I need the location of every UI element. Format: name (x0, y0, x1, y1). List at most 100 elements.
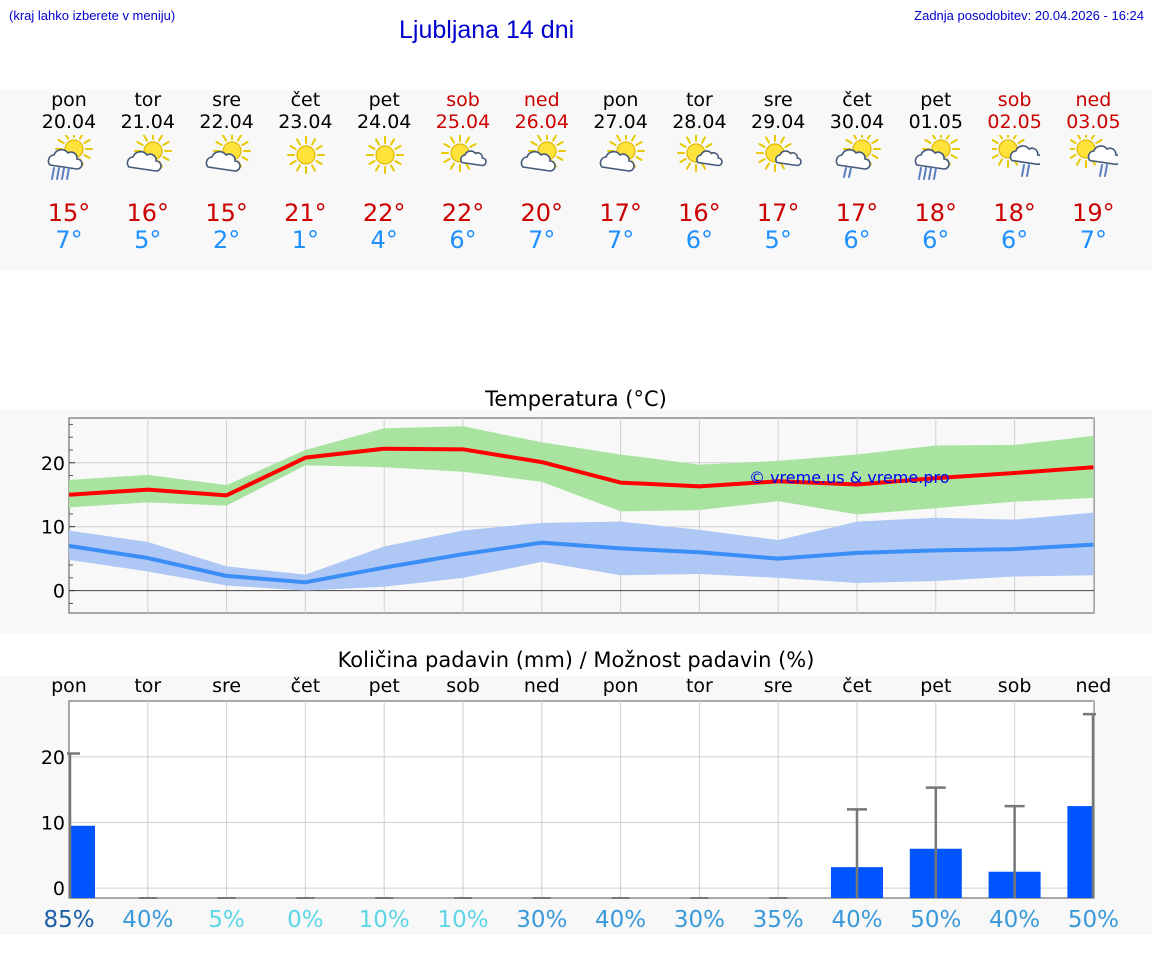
day-name: pon (51, 89, 87, 111)
min-temperature: 4° (370, 226, 398, 254)
precip-bar (1067, 806, 1094, 898)
sun-icon (287, 136, 326, 174)
precip-probability: 85% (43, 907, 94, 933)
sun-cloud-shower-icon (991, 135, 1040, 177)
day-column: sob 25.04 22° 6° (423, 89, 503, 259)
precip-probability: 10% (359, 907, 410, 933)
location-hint[interactable]: (kraj lahko izberete v meniju) (9, 8, 176, 23)
day-name: sob (446, 89, 480, 111)
day-column: tor 21.04 16° 5° (108, 89, 188, 259)
sun-cloud-rain-icon (47, 135, 93, 180)
x-day-label: sre (212, 675, 241, 697)
min-temperature: 6° (843, 226, 871, 254)
watermark: © vreme.us & vreme.pro (749, 468, 950, 487)
min-temperature: 1° (291, 226, 320, 254)
x-day-label: čet (291, 675, 321, 697)
max-temperature: 22° (362, 199, 406, 227)
x-day-label: tor (686, 675, 713, 697)
day-name: sob (997, 89, 1032, 111)
min-temperature: 6° (1000, 226, 1029, 254)
precip-probability: 5% (208, 907, 245, 933)
y-tick-label: 0 (53, 878, 65, 900)
sun-cloud-light-rain-icon (835, 135, 881, 178)
sun-cloud-icon (126, 135, 172, 172)
precipitation-chart: 0 10 20 pon tor sre čet pet sob ned pon tor sre čet pe… (41, 675, 1119, 933)
day-name: čet (842, 89, 872, 111)
max-temperature: 16° (126, 199, 170, 227)
day-column: čet 23.04 21° 1° (265, 89, 345, 259)
max-temperature: 18° (993, 199, 1036, 227)
precip-probability: 0% (287, 907, 324, 933)
min-temperature: 7° (55, 226, 83, 254)
sun-cloud-rain-icon (914, 135, 960, 180)
max-temperature: 19° (1072, 199, 1115, 227)
precip-probability: 35% (753, 907, 804, 933)
day-column: pet 24.04 22° 4° (344, 89, 424, 259)
day-name: čet (290, 89, 321, 111)
x-day-label: pet (920, 675, 951, 697)
day-date: 01.05 (908, 111, 963, 133)
temperature-chart: 0 10 20 © vreme.us & vreme.pro (41, 417, 1095, 614)
day-name: pon (602, 89, 639, 111)
max-temperature: 17° (756, 199, 800, 227)
min-temperature: 6° (685, 226, 714, 254)
forecast-band (0, 90, 1152, 270)
max-temperature: 16° (678, 199, 721, 227)
y-tick-label: 10 (41, 812, 65, 834)
min-temperature: 5° (134, 226, 162, 254)
day-date: 26.04 (514, 111, 569, 133)
sun-cloud-icon (205, 135, 251, 172)
min-temperature: 5° (764, 226, 792, 254)
day-date: 29.04 (750, 111, 806, 133)
day-date: 28.04 (672, 111, 727, 133)
day-date: 23.04 (278, 111, 333, 133)
day-date: 03.05 (1066, 111, 1121, 133)
day-column: čet 30.04 17° 6° (817, 89, 897, 259)
day-date: 24.04 (356, 111, 412, 133)
day-name: ned (523, 89, 560, 111)
min-temperature: 2° (212, 226, 241, 254)
y-tick-label: 20 (41, 453, 65, 475)
day-column: tor 28.04 16° 6° (659, 89, 739, 259)
precip-probability: 30% (674, 907, 725, 933)
max-temperature: 22° (441, 199, 485, 227)
last-updated: Zadnja posodobitev: 20.04.2026 - 16:24 (914, 8, 1144, 23)
precipitation-chart-title: Količina padavin (mm) / Možnost padavin … (337, 648, 815, 672)
x-day-label: sre (764, 675, 793, 697)
sun-small-cloud-icon (677, 135, 724, 172)
sun-cloud-icon (520, 135, 566, 172)
max-temperature: 21° (284, 199, 327, 227)
x-day-label: čet (842, 675, 872, 697)
x-day-label: sob (446, 675, 480, 697)
precip-probability: 40% (122, 907, 173, 933)
x-day-label: sob (998, 675, 1032, 697)
min-temperature-range-band (69, 512, 1094, 591)
max-temperature: 15° (47, 199, 91, 227)
max-temperature: 17° (835, 199, 879, 227)
sun-cloud-icon (599, 135, 645, 172)
sun-cloud-shower-icon (1070, 135, 1119, 177)
precip-probability: 40% (831, 907, 882, 933)
x-day-label: pet (369, 675, 400, 697)
day-column: pon 20.04 15° 7° (29, 89, 109, 259)
y-tick-label: 20 (41, 747, 65, 769)
sun-small-cloud-icon (756, 135, 802, 172)
max-temperature: 18° (914, 199, 958, 227)
min-temperature: 6° (922, 226, 950, 254)
min-temperature: 7° (606, 226, 635, 254)
max-temperature: 15° (205, 199, 248, 227)
day-name: sre (212, 89, 242, 111)
day-date: 30.04 (829, 111, 885, 133)
day-column: sob 02.05 18° 6° (975, 89, 1055, 259)
day-date: 22.04 (199, 111, 254, 133)
day-name: tor (685, 89, 713, 111)
day-column: ned 26.04 20° 7° (502, 89, 582, 259)
day-column: ned 03.05 19° 7° (1053, 89, 1133, 259)
min-temperature: 7° (1079, 226, 1108, 254)
precip-probability: 30% (516, 907, 567, 933)
day-date: 02.05 (987, 111, 1042, 133)
day-name: sre (763, 89, 793, 111)
x-day-label: pon (51, 675, 87, 697)
max-temperature: 20° (520, 199, 564, 227)
temperature-chart-title: Temperatura (°C) (485, 387, 667, 411)
